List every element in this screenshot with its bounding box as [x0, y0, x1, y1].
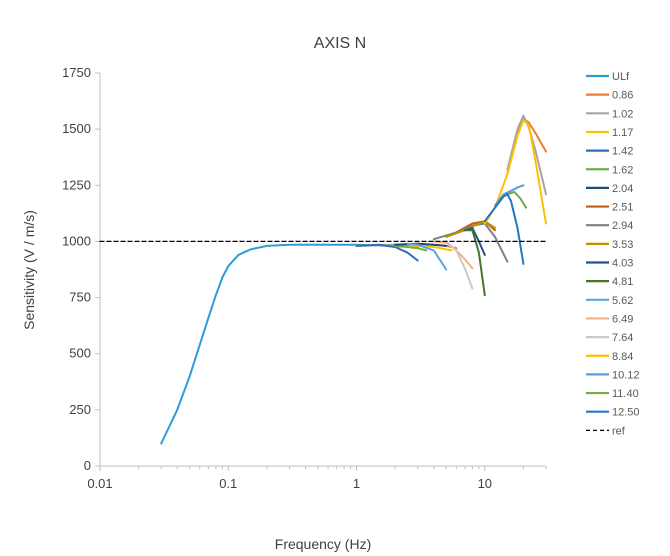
legend-label: 1.17: [612, 127, 633, 139]
legend-label: 4.81: [612, 276, 633, 288]
legend-label: 2.51: [612, 202, 633, 214]
y-tick-label: 0: [84, 458, 91, 473]
y-tick-label: 1000: [62, 233, 91, 248]
legend-label: 3.53: [612, 239, 633, 251]
legend-label: 6.49: [612, 313, 633, 325]
y-tick-label: 1750: [62, 65, 91, 80]
y-tick-label: 1500: [62, 121, 91, 136]
legend-label: 1.42: [612, 146, 633, 158]
legend-label: ref: [612, 425, 626, 437]
y-tick-label: 500: [69, 346, 91, 361]
series-line: [355, 243, 419, 262]
legend-label: 2.94: [612, 220, 633, 232]
series-line: [494, 184, 525, 207]
legend-label: 12.50: [612, 407, 640, 419]
series-line: [463, 227, 486, 256]
legend-label: 0.86: [612, 90, 633, 102]
series-line: [406, 242, 448, 271]
legend-label: 1.02: [612, 108, 633, 120]
legend-label: 5.62: [612, 295, 633, 307]
x-tick-label: 10: [478, 476, 492, 491]
legend-label: 10.12: [612, 369, 640, 381]
legend-label: 4.03: [612, 258, 633, 270]
series-line: [394, 244, 453, 252]
legend-label: 2.04: [612, 183, 633, 195]
x-tick-label: 0.1: [219, 476, 237, 491]
legend-label: ULf: [612, 71, 630, 83]
legend-label: 1.62: [612, 164, 633, 176]
plot-area: 0 250 500 750 1000 1250 1500 1750 0.01 0.1 1 10: [62, 65, 547, 491]
chart-title: AXIS N: [314, 35, 366, 52]
series-line: [445, 240, 474, 290]
series-line: [445, 220, 496, 238]
legend-label: 11.40: [612, 388, 639, 400]
y-tick-label: 750: [69, 290, 91, 305]
legend-label: 7.64: [612, 332, 633, 344]
series-line: [506, 191, 528, 209]
series-line: [160, 243, 419, 445]
y-axis-title: Sensitivity (V / m/s): [21, 210, 37, 330]
y-tick-label: 250: [69, 402, 91, 417]
x-tick-label: 0.01: [87, 476, 112, 491]
series-line: [463, 229, 486, 297]
x-axis-title: Frequency (Hz): [275, 536, 371, 552]
x-tick-label: 1: [353, 476, 360, 491]
legend: ULf 0.86 1.02 1.17 1.42 1.62 2.04 2.51 2.94 3.53 4…: [586, 71, 640, 437]
series-line: [394, 242, 448, 247]
y-tick-label: 1250: [62, 177, 91, 192]
series-line: [483, 193, 525, 265]
legend-label: 8.84: [612, 351, 633, 363]
series-line: [394, 244, 428, 252]
